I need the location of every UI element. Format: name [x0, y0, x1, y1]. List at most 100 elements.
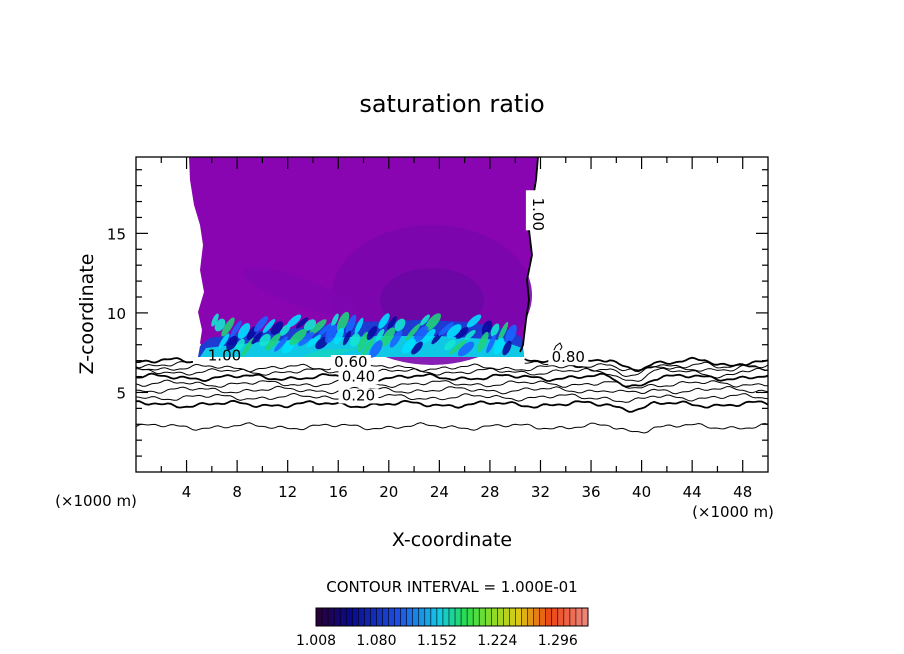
streak — [369, 340, 383, 358]
colorbar-cell — [406, 608, 414, 626]
streak — [221, 317, 235, 337]
streak — [420, 314, 430, 326]
streak — [336, 311, 350, 333]
colorbar-cell — [545, 608, 553, 626]
colorbar-cell — [334, 608, 341, 626]
contour-line — [136, 385, 768, 395]
contour-line — [136, 363, 768, 378]
streak — [298, 331, 314, 347]
streak — [295, 317, 309, 329]
streak — [214, 318, 226, 332]
colorbar-cell — [364, 608, 371, 626]
streak — [251, 331, 263, 345]
colorbar-cell — [557, 608, 565, 626]
streak — [303, 319, 317, 331]
y-tick-label: 10 — [107, 305, 126, 323]
colorbar-cell — [418, 608, 426, 626]
x-tick-label: 4 — [182, 483, 192, 501]
streak — [289, 329, 307, 345]
streak — [318, 322, 334, 336]
contour-line — [136, 422, 768, 434]
colorbar-cell — [412, 608, 420, 626]
colorbar-cell — [448, 608, 456, 626]
colorbar-cell — [388, 608, 395, 626]
streak — [387, 316, 397, 330]
streak — [331, 313, 339, 327]
axis-ticks — [136, 157, 768, 472]
contour-label-bg — [330, 355, 371, 370]
colorbar-cell — [569, 608, 577, 626]
x-tick-label: 44 — [683, 483, 702, 501]
contour-label: 0.60 — [334, 353, 367, 371]
colorbar-cell — [461, 608, 468, 626]
colorbar — [315, 608, 589, 626]
colorbar-cell — [346, 608, 353, 626]
contour-label-bg — [548, 350, 589, 366]
colorbar-cell — [316, 608, 323, 626]
colorbar-cell — [479, 608, 486, 626]
plot-frame — [135, 156, 769, 473]
x-tick-labels: 4 8 12 16 20 24 28 32 36 40 44 48 — [182, 483, 752, 501]
streak — [449, 339, 467, 355]
y-tick-label: 5 — [116, 384, 126, 402]
x-tick-label: 20 — [379, 483, 398, 501]
streak — [309, 319, 327, 335]
streak — [413, 325, 429, 343]
colorbar-cell — [503, 608, 510, 626]
colorbar-tick-label: 1.080 — [356, 633, 396, 649]
streak — [259, 333, 271, 347]
contour-label-bg — [338, 388, 379, 404]
streak — [334, 327, 344, 345]
streak — [354, 317, 364, 335]
colorbar-cell — [491, 608, 498, 626]
streak — [464, 330, 476, 340]
streak — [211, 313, 219, 327]
colorbar-cell — [328, 608, 335, 626]
colorbar-tick-label: 1.224 — [477, 633, 517, 649]
x-axis-label: X-coordinate — [392, 529, 512, 551]
y-tick-label: 15 — [107, 225, 126, 243]
x-unit-left: (×1000 m) — [55, 492, 137, 510]
streak — [274, 336, 288, 352]
streak — [262, 319, 276, 333]
streak — [378, 313, 390, 329]
streak — [349, 333, 361, 347]
streak — [402, 338, 416, 354]
streak — [502, 340, 512, 356]
contour-label: 1.00 — [529, 198, 547, 231]
colorbar-cell — [370, 608, 377, 626]
colorbar-cell — [455, 608, 462, 626]
y-axis-label: Z-coordinate — [76, 254, 98, 375]
streak — [375, 328, 385, 342]
y-tick-labels: 5 10 15 — [107, 225, 126, 402]
streak — [235, 338, 245, 352]
streak — [444, 339, 456, 351]
colorbar-cell — [575, 608, 583, 626]
colorbar-tick-label: 1.296 — [538, 633, 578, 649]
contour-label: 0.20 — [342, 386, 375, 404]
contour-line — [136, 367, 768, 382]
streak — [466, 314, 482, 328]
x-tick-label: 40 — [632, 483, 651, 501]
colorbar-cell — [430, 608, 438, 626]
colorbar-cell — [521, 608, 528, 626]
x-tick-label: 36 — [581, 483, 600, 501]
streak — [361, 337, 375, 357]
colorbar-tick-labels: 1.008 1.080 1.152 1.224 1.296 — [296, 633, 578, 649]
contour-label: 1.00 — [208, 347, 241, 365]
colorbar-cell — [358, 608, 365, 626]
streak — [345, 314, 357, 334]
x-tick-label: 16 — [329, 483, 348, 501]
streak — [380, 327, 396, 347]
colorbar-cell — [563, 608, 571, 626]
colorbar-cell — [436, 608, 444, 626]
contour-label: 0.40 — [342, 367, 375, 385]
x-tick-label: 32 — [531, 483, 550, 501]
streak — [455, 327, 469, 339]
colorbar-cell — [424, 608, 432, 626]
streak — [218, 333, 230, 349]
colorbar-cell — [527, 608, 534, 626]
streak — [265, 333, 281, 351]
x-tick-label: 48 — [733, 483, 752, 501]
